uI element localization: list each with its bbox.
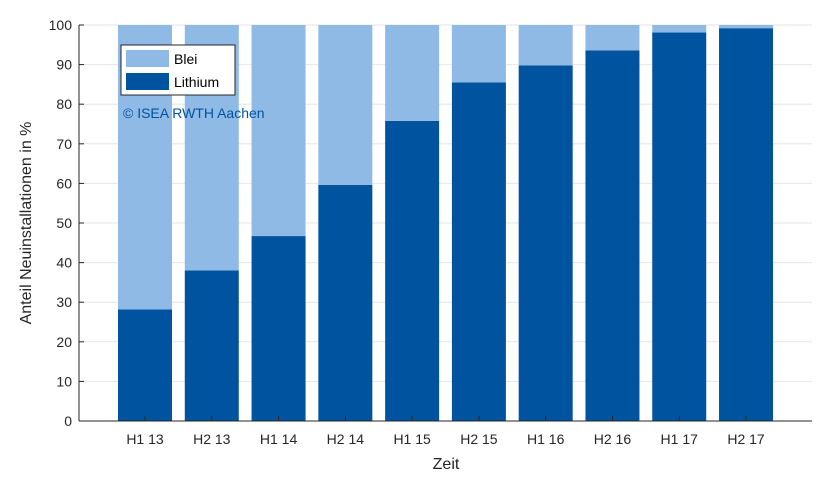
y-tick-label: 30 xyxy=(56,294,72,310)
y-tick-label: 40 xyxy=(56,255,72,271)
bar-lithium xyxy=(585,50,640,422)
x-tick-label: H1 14 xyxy=(260,431,298,447)
bar-lithium xyxy=(652,32,707,422)
bar-lithium xyxy=(518,65,573,421)
bar-lithium xyxy=(184,270,239,421)
x-tick-label: H1 15 xyxy=(393,431,431,447)
bar-lithium xyxy=(318,184,373,421)
bar-lithium xyxy=(251,236,306,421)
legend-swatch-blei xyxy=(126,50,169,67)
y-tick-label: 20 xyxy=(56,334,72,350)
legend-swatch-lithium xyxy=(126,73,169,90)
bar-blei xyxy=(719,25,774,29)
y-axis-title: Anteil Neuinstallationen in % xyxy=(18,122,35,325)
bar-blei xyxy=(451,25,506,83)
bar-lithium xyxy=(118,309,172,421)
tick-labels: 0 10 20 30 40 50 60 70 80 90 100 H1 13 H2 13 H1 14 H2 … xyxy=(49,17,765,447)
bar-lithium xyxy=(385,120,440,421)
x-tick-label: H1 13 xyxy=(126,431,164,447)
x-tick-label: H2 16 xyxy=(594,431,632,447)
bar-blei xyxy=(385,25,440,121)
bar-blei xyxy=(251,25,306,237)
y-tick-label: 90 xyxy=(56,57,72,73)
legend-label-blei: Blei xyxy=(174,51,197,67)
copyright-annotation: © ISEA RWTH Aachen xyxy=(123,105,265,121)
bar-blei xyxy=(652,25,707,33)
bar-blei xyxy=(585,25,640,51)
x-tick-label: H2 17 xyxy=(727,431,765,447)
x-tick-label: H2 14 xyxy=(327,431,365,447)
y-tick-label: 60 xyxy=(56,175,72,191)
y-tick-label: 50 xyxy=(56,215,72,231)
axes xyxy=(78,24,812,422)
y-tick-label: 100 xyxy=(49,17,73,33)
x-axis-title: Zeit xyxy=(433,456,460,473)
y-tick-label: 70 xyxy=(56,136,72,152)
x-tick-label: H1 17 xyxy=(661,431,699,447)
bars xyxy=(118,25,774,422)
x-tick-label: H2 15 xyxy=(460,431,498,447)
legend-label-lithium: Lithium xyxy=(174,74,219,90)
bar-blei xyxy=(518,25,573,66)
y-tick-label: 10 xyxy=(56,373,72,389)
y-tick-label: 0 xyxy=(64,413,72,429)
bar-lithium xyxy=(719,28,774,421)
legend: Blei Lithium xyxy=(120,44,236,96)
y-tick-label: 80 xyxy=(56,96,72,112)
x-tick-label: H2 13 xyxy=(193,431,231,447)
x-tick-label: H1 16 xyxy=(527,431,565,447)
bar-blei xyxy=(318,25,373,185)
bar-lithium xyxy=(451,82,506,422)
